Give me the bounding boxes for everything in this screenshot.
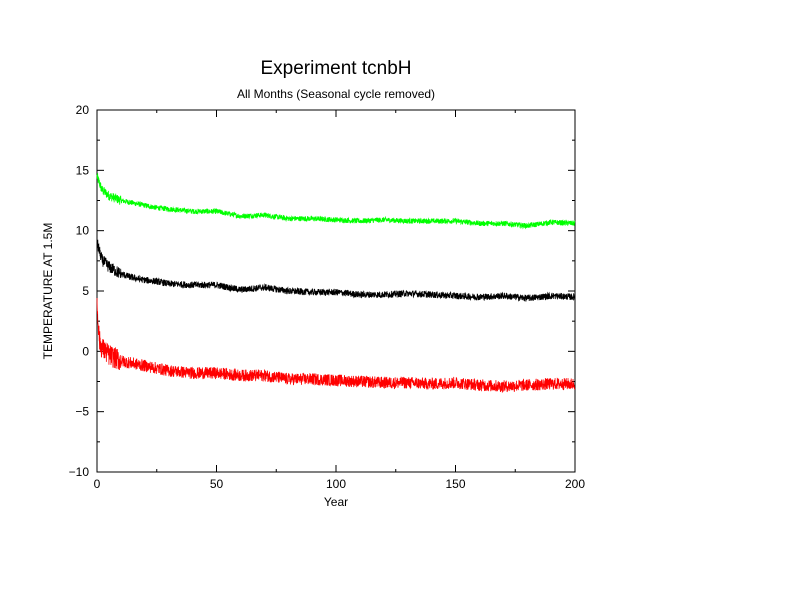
y-tick-label: 10 — [76, 224, 90, 238]
y-tick-label: −5 — [75, 405, 89, 419]
series-line-3 — [96, 298, 576, 393]
x-tick-label: 0 — [94, 477, 101, 491]
x-tick-label: 200 — [565, 477, 585, 491]
y-tick-label: 20 — [76, 103, 90, 117]
chart-subtitle: All Months (Seasonal cycle removed) — [237, 87, 435, 101]
axis-ticks: 0 50 100 150 200 −10 −5 0 5 10 15 20 — [69, 103, 586, 491]
x-axis-label: Year — [324, 495, 348, 509]
y-tick-label: 0 — [82, 344, 89, 358]
series-layer — [96, 173, 576, 393]
series-line-1 — [96, 173, 576, 230]
y-axis-label: TEMPERATURE AT 1.5M — [41, 223, 55, 360]
x-tick-label: 150 — [445, 477, 465, 491]
y-tick-label: −10 — [69, 465, 90, 479]
x-tick-label: 100 — [326, 477, 346, 491]
series-line-2 — [96, 239, 576, 302]
chart-title: Experiment tcnbH — [260, 58, 411, 79]
y-tick-label: 15 — [76, 163, 90, 177]
y-tick-label: 5 — [82, 284, 89, 298]
x-tick-label: 50 — [210, 477, 224, 491]
